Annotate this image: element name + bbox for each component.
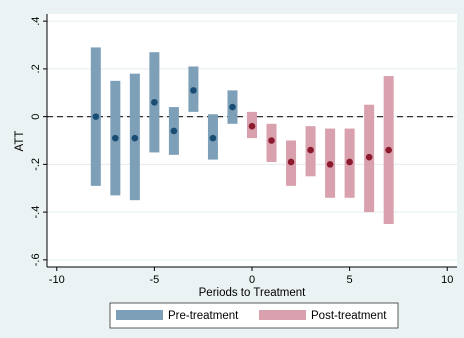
point-estimate-post bbox=[287, 158, 295, 166]
axes: -.6 -.4 -.2 0 .2 .4 -10 -5 0 5 10 bbox=[30, 14, 457, 286]
point-estimate-pre bbox=[131, 134, 139, 142]
point-estimate-pre bbox=[229, 103, 236, 111]
plot-area bbox=[47, 14, 457, 267]
point-estimate-post bbox=[307, 146, 314, 154]
x-tick-label: 0 bbox=[249, 274, 255, 286]
y-tick-label: 0 bbox=[30, 114, 42, 120]
y-tick-label: -.2 bbox=[30, 158, 42, 171]
legend-label-pre: Pre-treatment bbox=[168, 310, 239, 322]
x-tick-label: 10 bbox=[441, 274, 453, 286]
y-tick-label: .2 bbox=[30, 64, 42, 73]
x-tick-label: -10 bbox=[49, 274, 65, 286]
x-tick-label: 5 bbox=[347, 274, 353, 286]
point-estimate-post bbox=[248, 122, 256, 130]
x-axis-label: Periods to Treatment bbox=[199, 287, 307, 299]
point-estimate-pre bbox=[112, 134, 119, 142]
x-tick-label: -5 bbox=[149, 274, 159, 286]
legend: Pre-treatment Post-treatment bbox=[109, 302, 399, 329]
point-estimate-post bbox=[365, 153, 373, 161]
point-estimate-pre bbox=[170, 127, 178, 135]
point-estimate-pre bbox=[209, 134, 217, 142]
legend-swatch-pre bbox=[116, 310, 163, 320]
y-tick-label: -.4 bbox=[30, 206, 42, 219]
point-estimate-post bbox=[268, 137, 275, 144]
point-estimate-post bbox=[326, 161, 334, 168]
point-estimate-post bbox=[385, 146, 392, 154]
chart-marks bbox=[90, 47, 394, 225]
legend-swatch-post bbox=[259, 310, 306, 320]
point-estimate-pre bbox=[151, 99, 158, 106]
y-axis-label: ATT bbox=[14, 131, 26, 152]
point-estimate-post bbox=[346, 158, 353, 166]
legend-label-post: Post-treatment bbox=[311, 310, 387, 322]
y-tick-label: -.6 bbox=[30, 253, 42, 266]
point-estimate-pre bbox=[92, 113, 100, 120]
point-estimate-pre bbox=[190, 87, 197, 94]
y-tick-label: .4 bbox=[30, 17, 42, 26]
